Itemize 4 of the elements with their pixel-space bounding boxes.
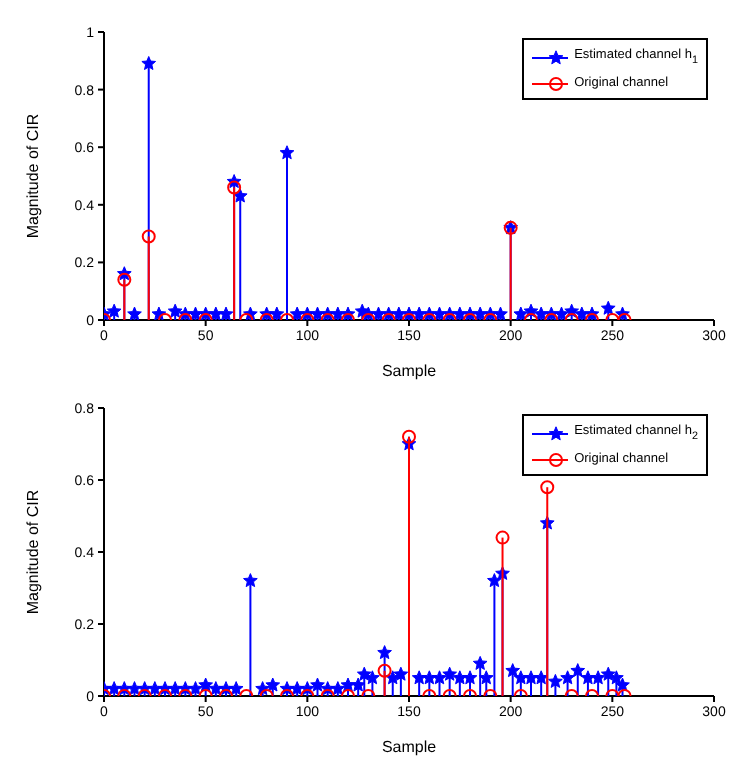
- y-axis-title: Magnitude of CIR: [23, 489, 42, 615]
- x-axis-title: Sample: [381, 738, 438, 756]
- x-axis-title: Sample: [381, 362, 438, 380]
- y-axis-title: Magnitude of CIR: [23, 113, 42, 239]
